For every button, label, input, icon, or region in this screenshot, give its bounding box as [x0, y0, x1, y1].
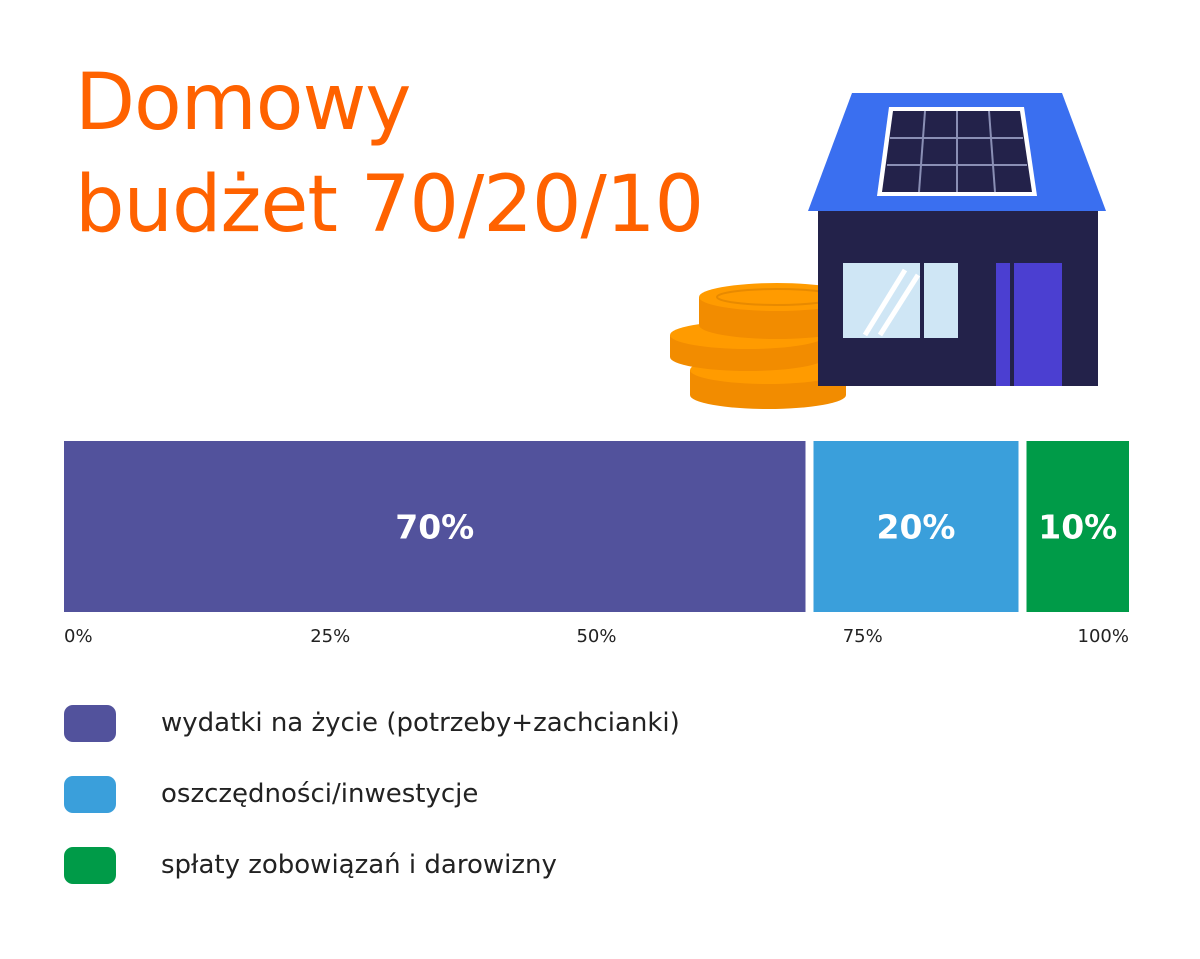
bar-living-expenses: [64, 441, 806, 612]
x-tick-label-25: 25%: [310, 626, 350, 647]
bar-savings: [813, 441, 1019, 612]
legend-item-living-expenses: wydatki na życie (potrzeby+zachcianki): [64, 700, 680, 746]
bar-segments: [64, 441, 1129, 612]
x-tick-label-0: 0%: [64, 626, 93, 647]
legend: wydatki na życie (potrzeby+zachcianki) o…: [64, 700, 680, 913]
bar-debts: [1026, 441, 1129, 612]
chart-title: Domowy budżet 70/20/10: [75, 52, 704, 256]
legend-swatch-living-expenses: [64, 704, 116, 742]
legend-swatch-debts: [64, 846, 116, 884]
chart-title-line-2: budżet 70/20/10: [75, 160, 704, 250]
legend-item-debts: spłaty zobowiązań i darowizny: [64, 842, 680, 888]
house-icon: [808, 93, 1106, 386]
bar-data-labels: 70% 20% 10%: [395, 508, 1117, 547]
solar-panel-grid: [887, 110, 1027, 193]
house-and-coins-illustration: [670, 93, 1106, 409]
bar-label-10: 10%: [1038, 508, 1117, 547]
x-axis-ticks: 0% 25% 50% 75% 100%: [64, 626, 1129, 647]
stacked-bar-chart: 70% 20% 10% 0% 25% 50% 75% 100%: [64, 441, 1129, 647]
bar-label-70: 70%: [395, 508, 474, 547]
x-tick-label-75: 75%: [843, 626, 883, 647]
legend-label-savings: oszczędności/inwestycje: [161, 779, 479, 809]
house-door: [996, 263, 1062, 386]
legend-swatch-savings: [64, 775, 116, 813]
x-tick-label-50: 50%: [576, 626, 616, 647]
legend-label-living-expenses: wydatki na życie (potrzeby+zachcianki): [161, 708, 680, 738]
x-tick-label-100: 100%: [1078, 626, 1129, 647]
chart-title-line-1: Domowy: [75, 58, 411, 148]
bar-label-20: 20%: [877, 508, 956, 547]
legend-label-debts: spłaty zobowiązań i darowizny: [161, 850, 557, 880]
window-glare: [862, 268, 921, 337]
legend-item-savings: oszczędności/inwestycje: [64, 771, 680, 817]
